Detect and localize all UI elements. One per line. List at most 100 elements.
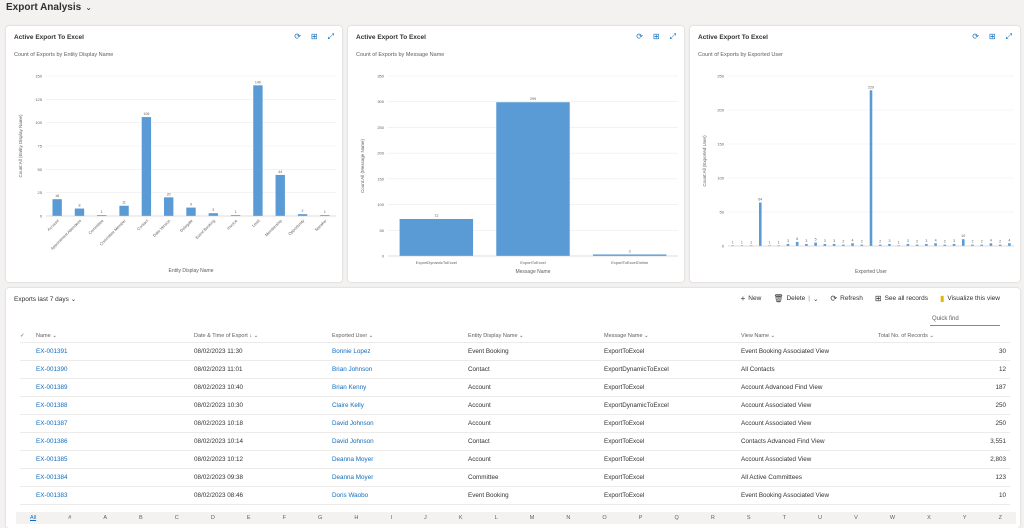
table-row[interactable]: EX-001390 08/02/2023 11:01 Brian Johnson Co… [20,360,1010,379]
view-records-icon[interactable]: ⊞ [652,32,660,41]
row-checkbox[interactable] [20,360,36,379]
record-name-link[interactable]: EX-001389 [36,378,194,397]
column-header[interactable]: Message Name ⌄ [604,330,741,343]
table-row[interactable]: EX-001383 08/02/2023 08:46 Doris Waobo Even… [20,486,1010,505]
exported-user-link[interactable]: Brian Johnson [332,360,468,379]
table-row[interactable]: EX-001386 08/02/2023 10:14 David Johnson Co… [20,432,1010,451]
jump-letter[interactable]: N [566,515,571,521]
row-checkbox[interactable] [20,468,36,487]
exported-user-link[interactable]: Claire Kelly [332,396,468,415]
jump-letter[interactable]: U [818,515,823,521]
select-all-checkbox[interactable]: ✓ [20,330,36,343]
jump-letter[interactable]: All [30,515,37,521]
expand-icon[interactable]: ⤢ [669,32,676,41]
refresh-icon[interactable]: ⟳ [972,32,979,41]
new-button[interactable]: + New [741,294,762,303]
record-name-link[interactable]: EX-001385 [36,450,194,469]
jump-letter[interactable]: Q [674,515,679,521]
jump-letter[interactable]: A [103,515,107,521]
row-checkbox[interactable] [20,450,36,469]
record-name-link[interactable]: EX-001391 [36,342,194,361]
visualize-button[interactable]: ▮ Visualize this view [940,294,1000,303]
row-checkbox[interactable] [20,414,36,433]
jump-letter[interactable]: G [318,515,323,521]
data-label: 1 [778,240,780,244]
jump-letter[interactable]: R [710,515,715,521]
jump-letter[interactable]: D [210,515,215,521]
jump-letter[interactable]: T [782,515,786,521]
jump-letter[interactable]: O [602,515,607,521]
column-header[interactable]: Entity Display Name ⌄ [468,330,604,343]
record-name-link[interactable]: EX-001390 [36,360,194,379]
jump-letter[interactable]: # [68,515,72,521]
view-records-icon[interactable]: ⊞ [988,32,996,41]
table-row[interactable]: EX-001385 08/02/2023 10:12 Deanna Moyer Acc… [20,450,1010,469]
expand-icon[interactable]: ⤢ [327,32,334,41]
column-header[interactable]: Date & Time of Export ↓ ⌄ [194,330,332,343]
view-records-icon[interactable]: ⊞ [310,32,318,41]
jump-letter[interactable]: V [854,515,858,521]
record-name-link[interactable]: EX-001387 [36,414,194,433]
row-checkbox[interactable] [20,486,36,505]
expand-icon[interactable]: ⤢ [1005,32,1012,41]
jump-letter[interactable]: B [139,515,143,521]
exported-user-link[interactable]: Brian Kenny [332,378,468,397]
jump-letter[interactable]: I [390,515,392,521]
row-checkbox[interactable] [20,432,36,451]
data-label: 64 [758,197,762,201]
data-label: 3 [629,249,631,253]
new-label: New [748,295,762,302]
bar [814,242,817,246]
exported-user-link[interactable]: David Johnson [332,432,468,451]
jump-letter[interactable]: S [746,515,751,521]
jump-letter[interactable]: C [174,515,179,521]
records-table: ✓ Name ⌄ Date & Time of Export ↓ ⌄ Expor… [20,330,1010,505]
jump-letter[interactable]: X [927,515,931,521]
chevron-down-icon[interactable]: ⌄ [85,2,92,12]
column-header[interactable]: Exported User ⌄ [332,330,468,343]
jump-letter[interactable]: L [494,515,498,521]
record-name-link[interactable]: EX-001383 [36,486,194,505]
delete-button[interactable]: 🗑 Delete | ⌄ [773,294,818,303]
row-checkbox[interactable] [20,378,36,397]
row-checkbox[interactable] [20,396,36,415]
bar [925,243,928,246]
record-name-link[interactable]: EX-001386 [36,432,194,451]
exported-user-link[interactable]: Deanna Moyer [332,468,468,487]
jump-letter[interactable]: W [889,515,896,521]
jump-letter[interactable]: M [529,515,535,521]
chevron-down-icon[interactable]: ⌄ [812,295,819,303]
jump-letter[interactable]: F [282,515,286,521]
bar [998,244,1002,246]
jump-letter[interactable]: P [638,515,643,521]
table-row[interactable]: EX-001384 08/02/2023 09:38 Deanna Moyer Com… [20,468,1010,487]
table-row[interactable]: EX-001387 08/02/2023 10:18 David Johnson Ac… [20,414,1010,433]
column-header[interactable]: Name ⌄ [36,330,194,343]
view-selector[interactable]: Exports last 7 days ⌄ [14,295,76,303]
jump-letter[interactable]: Z [998,515,1002,521]
record-name-link[interactable]: EX-001388 [36,396,194,415]
exported-user-link[interactable]: Doris Waobo [332,486,468,505]
exported-user-link[interactable]: Bonnie Lopez [332,342,468,361]
refresh-button[interactable]: ⟳ Refresh [830,294,862,303]
row-checkbox[interactable] [20,342,36,361]
exported-user-link[interactable]: David Johnson [332,414,468,433]
table-row[interactable]: EX-001391 08/02/2023 11:30 Bonnie Lopez Eve… [20,342,1010,361]
jump-letter[interactable]: J [424,515,427,521]
exported-user-link[interactable]: Deanna Moyer [332,450,468,469]
column-header[interactable]: Total No. of Records ⌄ [878,330,1010,343]
column-header[interactable]: View Name ⌄ [741,330,878,343]
table-row[interactable]: EX-001389 08/02/2023 10:40 Brian Kenny Acco… [20,378,1010,397]
jump-letter[interactable]: K [458,515,463,521]
jump-bar: All # A B C D E F G H I J K L M N O P Q R S T U V W X Y Z [16,512,1016,524]
jump-letter[interactable]: E [246,515,251,521]
jump-letter[interactable]: H [354,515,359,521]
record-name-link[interactable]: EX-001384 [36,468,194,487]
data-label: 2 [861,240,863,244]
table-row[interactable]: EX-001388 08/02/2023 10:30 Claire Kelly Acc… [20,396,1010,415]
quick-find-input[interactable]: Quick find [930,314,1000,326]
refresh-icon[interactable]: ⟳ [294,32,301,41]
jump-letter[interactable]: Y [962,515,967,521]
refresh-icon[interactable]: ⟳ [636,32,643,41]
see-all-records-button[interactable]: ⊞ See all records [875,294,928,303]
